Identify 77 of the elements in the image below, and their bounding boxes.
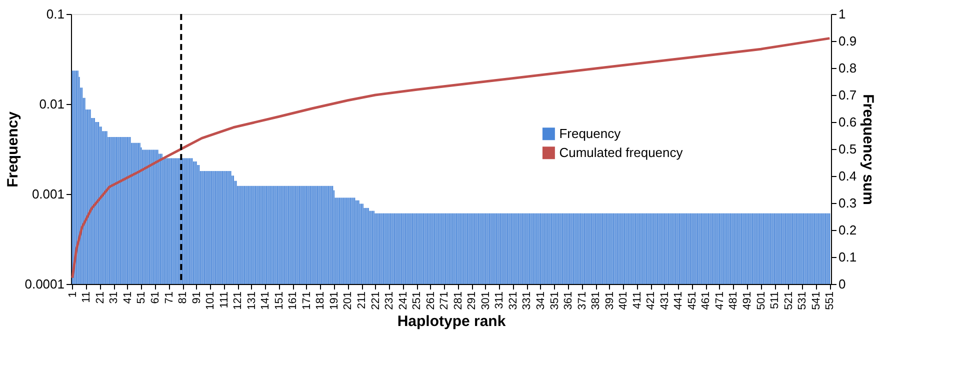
x-tick-label: 471 bbox=[714, 292, 726, 310]
x-tick-label: 381 bbox=[590, 292, 602, 310]
y2-tick-label: 0.4 bbox=[838, 168, 857, 184]
x-tick-label: 71 bbox=[163, 292, 176, 304]
y-axis-title: Frequency bbox=[4, 110, 22, 188]
x-tick-label: 461 bbox=[700, 292, 712, 310]
y2-tick-label: 0 bbox=[838, 276, 846, 292]
x-tick-label: 481 bbox=[728, 292, 740, 310]
y2-tick-label: 0.6 bbox=[838, 114, 857, 130]
y-tick-label: 0.001 bbox=[32, 186, 64, 202]
x-tick-label: 551 bbox=[824, 292, 836, 310]
x-tick-label: 321 bbox=[507, 292, 520, 310]
x-tick-label: 401 bbox=[618, 292, 630, 310]
y2-axis-title: Frequency sum bbox=[860, 94, 877, 205]
x-tick-label: 521 bbox=[782, 292, 795, 310]
x-tick-label: 1 bbox=[66, 292, 79, 298]
x-tick-label: 351 bbox=[548, 292, 561, 310]
x-tick-label: 111 bbox=[218, 292, 230, 308]
x-tick-label: 121 bbox=[232, 292, 244, 310]
x-axis-title: Haplotype rank bbox=[397, 312, 506, 330]
x-tick-label: 151 bbox=[273, 292, 286, 310]
legend-label: Frequency bbox=[559, 126, 622, 141]
x-tick-label: 81 bbox=[177, 292, 190, 304]
x-tick-label: 231 bbox=[384, 292, 396, 310]
x-tick-label: 201 bbox=[342, 292, 354, 310]
x-tick-label: 61 bbox=[149, 292, 162, 304]
x-tick-label: 311 bbox=[494, 292, 506, 310]
x-tick-label: 241 bbox=[397, 292, 410, 310]
y2-tick-label: 0.8 bbox=[838, 60, 857, 76]
x-tick-label: 291 bbox=[466, 292, 478, 310]
y2-tick-label: 0.3 bbox=[838, 196, 857, 210]
line-series bbox=[71, 37, 831, 280]
y2-tick-label: 0.7 bbox=[838, 88, 857, 102]
x-tick-label: 371 bbox=[576, 292, 588, 310]
x-tick-label: 251 bbox=[411, 292, 424, 310]
x-tick-label: 171 bbox=[300, 292, 313, 310]
x-tick-label: 331 bbox=[521, 292, 534, 310]
x-tick-label: 301 bbox=[480, 292, 492, 310]
x-tick-label: 511 bbox=[769, 292, 782, 310]
x-tick-label: 341 bbox=[534, 292, 547, 310]
x-tick-label: 21 bbox=[94, 292, 106, 304]
y-tick-label: 0.1 bbox=[46, 6, 64, 22]
x-tick-label: 91 bbox=[190, 292, 203, 304]
x-tick-label: 531 bbox=[796, 292, 809, 310]
x-tick-label: 261 bbox=[424, 292, 437, 310]
x-tick-label: 361 bbox=[562, 292, 575, 310]
x-tick-label: 391 bbox=[604, 292, 616, 310]
y2-tick-label: 0.5 bbox=[838, 142, 857, 156]
x-tick-label: 281 bbox=[452, 292, 464, 310]
x-tick-label: 31 bbox=[108, 292, 120, 304]
y2-tick-label: 1 bbox=[838, 6, 846, 22]
legend-label: Cumulated frequency bbox=[559, 144, 684, 160]
y2-tick-label: 0.2 bbox=[838, 222, 857, 238]
x-tick-label: 491 bbox=[742, 292, 754, 310]
y-tick-label: 0.0001 bbox=[24, 276, 64, 292]
y2-tick-label: 0.9 bbox=[838, 34, 857, 48]
x-tick-label: 131 bbox=[246, 292, 258, 310]
x-tick-label: 501 bbox=[755, 292, 768, 310]
x-tick-label: 11 bbox=[80, 292, 93, 303]
x-tick-label: 211 bbox=[356, 292, 368, 310]
x-tick-label: 451 bbox=[686, 292, 698, 310]
x-tick-label: 181 bbox=[314, 292, 327, 310]
y2-tick-label: 0.1 bbox=[838, 250, 857, 264]
x-tick-label: 431 bbox=[658, 292, 671, 310]
x-tick-label: 51 bbox=[136, 292, 148, 304]
x-tick-label: 421 bbox=[645, 292, 658, 310]
x-tick-label: 541 bbox=[810, 292, 822, 310]
x-tick-label: 41 bbox=[122, 292, 134, 304]
x-tick-label: 221 bbox=[370, 292, 382, 310]
y-tick-label: 0.01 bbox=[39, 96, 64, 112]
x-tick-label: 191 bbox=[328, 292, 340, 310]
x-tick-label: 441 bbox=[672, 292, 685, 310]
x-tick-label: 141 bbox=[260, 292, 272, 310]
x-tick-label: 161 bbox=[287, 292, 300, 310]
x-tick-label: 411 bbox=[631, 292, 644, 310]
x-tick-label: 101 bbox=[204, 292, 217, 310]
x-tick-label: 271 bbox=[438, 292, 451, 310]
